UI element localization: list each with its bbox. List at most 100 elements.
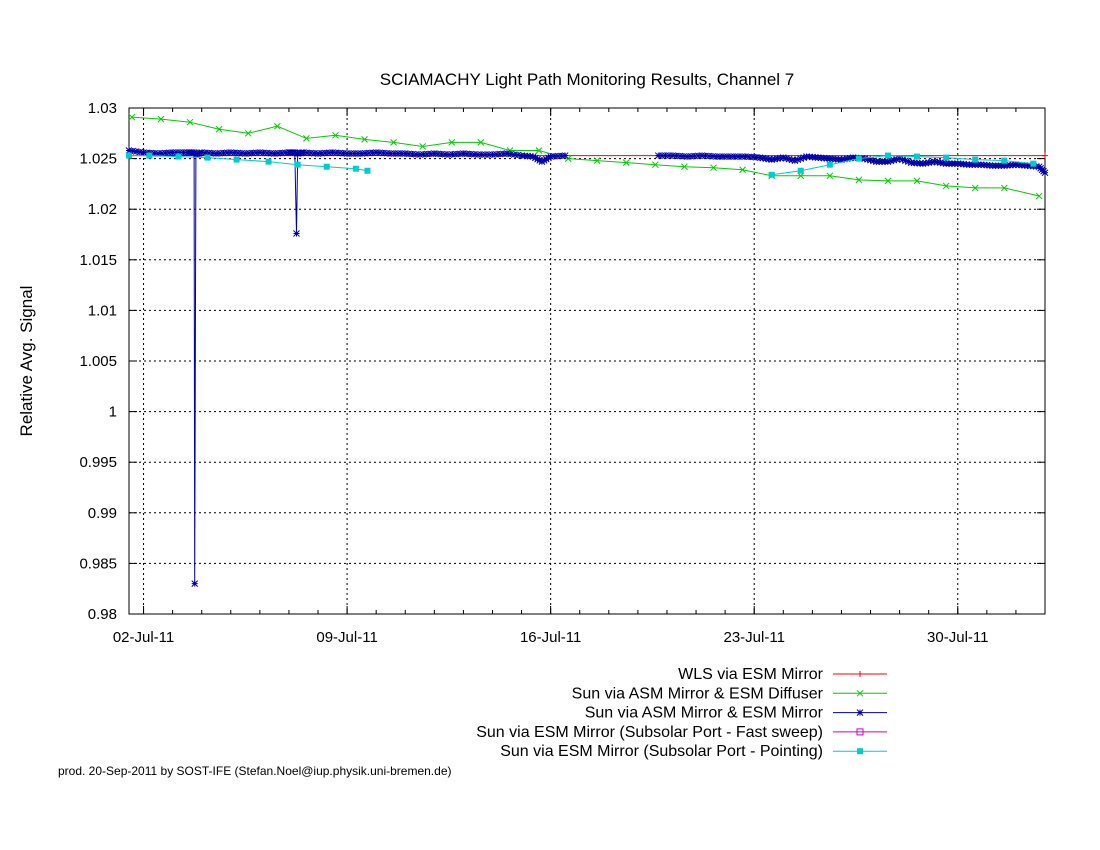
data-point [423,150,431,158]
footer-credit: prod. 20-Sep-2011 by SOST-IFE (Stefan.No… [58,764,452,778]
data-point [354,150,362,157]
data-point [788,156,796,164]
data-point [881,158,889,165]
data-point [332,131,339,139]
data-point [545,154,552,162]
y-tick-label: 1 [109,404,117,421]
data-point [204,154,211,161]
data-point [430,150,438,157]
data-point [157,115,165,123]
data-point [311,149,318,157]
data-point [694,152,702,160]
data-point [939,159,947,167]
legend-label: Sun via ASM Mirror & ESM Mirror [585,705,824,722]
data-point [209,149,216,157]
plot-frame [128,107,1046,615]
data-point [394,150,402,157]
data-point [691,152,698,160]
data-point [771,155,778,163]
data-point [797,167,804,174]
data-point [558,152,565,160]
legend-label: Sun via ASM Mirror & ESM Diffuser [572,685,824,702]
legend-entry: WLS via ESM Mirror [678,666,887,683]
data-point [922,159,930,167]
data-point [971,184,979,192]
data-point [651,161,659,169]
data-point [307,149,315,157]
data-point [864,156,871,163]
data-point [800,154,807,161]
data-point [249,149,256,157]
data-point [526,152,534,160]
data-point [126,152,132,159]
data-point [777,154,784,162]
x-tick-label: 16-Jul-11 [520,629,581,646]
data-point [329,149,336,156]
data-point [797,172,805,180]
series-line [128,150,1046,584]
data-point [1035,192,1043,200]
legend-entry: Sun via ESM Mirror (Subsolar Port - Fast… [476,724,887,741]
y-tick-label: 1.005 [79,353,117,370]
data-point [658,152,666,159]
data-point [365,149,373,157]
data-point [676,152,684,160]
data-point [727,153,735,160]
data-point [681,163,688,171]
data-point [759,154,767,162]
y-tick-label: 0.99 [88,505,117,522]
data-point [687,152,695,160]
data-point [401,150,409,157]
data-point [172,149,180,156]
data-point [683,153,691,160]
data-point [916,160,924,167]
data-point [936,159,944,167]
data-point [914,153,921,160]
data-point [705,152,713,160]
data-point [669,152,677,159]
data-point [840,155,848,163]
data-point [387,150,395,157]
legend-entry: Sun via ESM Mirror (Subsolar Port - Poin… [500,743,887,760]
data-point [298,149,306,157]
data-point [774,155,781,162]
data-point [332,149,340,157]
data-point [765,155,773,163]
data-point [857,748,863,755]
series-line [129,155,1034,176]
data-point [998,162,1005,170]
data-point [445,151,453,158]
data-point [797,155,805,162]
data-point [496,150,504,158]
data-point [492,150,500,158]
y-tick-label: 0.995 [79,454,117,471]
legend: WLS via ESM Mirror Sun via ASM Mirror & E… [476,666,887,760]
data-point [358,150,365,157]
data-point [314,150,322,157]
data-point [654,152,662,159]
data-point [416,151,424,158]
data-point [742,153,749,160]
data-point [745,153,753,161]
data-point [231,149,238,157]
data-point [256,149,264,156]
data-point [448,139,456,146]
data-point [294,161,301,168]
data-point [749,153,757,161]
data-point [782,154,790,162]
data-point [867,156,874,164]
data-point [514,151,522,159]
data-point [420,150,427,158]
data-point [318,149,326,157]
y-tick-label: 1.01 [88,302,117,319]
data-point [756,154,764,161]
data-point [710,164,717,172]
data-point [136,148,144,156]
data-point [244,129,252,137]
data-point [234,149,242,157]
y-tick-label: 0.98 [88,606,117,623]
data-point [904,158,912,165]
data-point [343,150,351,157]
data-point [205,149,213,157]
y-tick-label: 1.015 [79,252,117,269]
